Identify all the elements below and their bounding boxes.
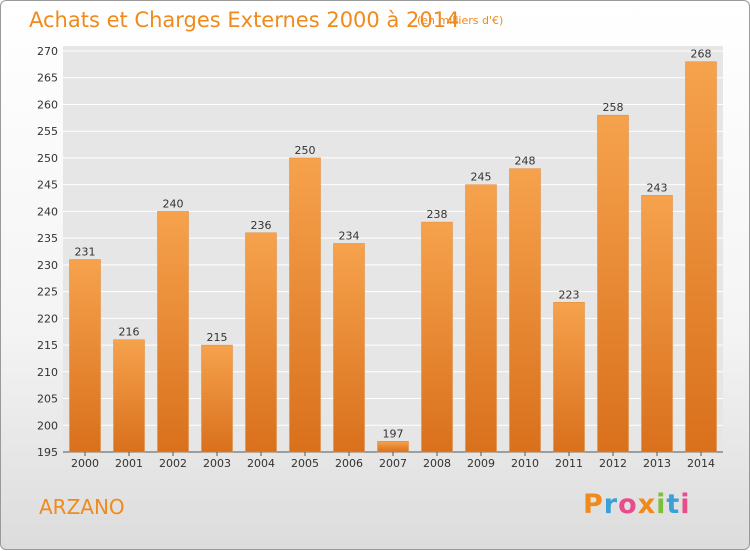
bar xyxy=(465,184,497,453)
x-tick-label: 2011 xyxy=(555,457,583,470)
y-tick-label: 245 xyxy=(37,179,58,192)
data-label: 250 xyxy=(295,144,316,157)
y-tick-label: 240 xyxy=(37,205,58,218)
bar xyxy=(113,339,145,453)
data-label: 236 xyxy=(251,219,272,232)
y-tick-label: 210 xyxy=(37,366,58,379)
y-tick-label: 230 xyxy=(37,259,58,272)
bar xyxy=(157,211,189,453)
x-tick-label: 2008 xyxy=(423,457,451,470)
commune-name: ARZANO xyxy=(39,495,125,519)
y-tick-label: 195 xyxy=(37,446,58,459)
y-tick-label: 255 xyxy=(37,125,58,138)
bar xyxy=(69,259,101,453)
data-label: 223 xyxy=(559,288,580,301)
y-tick-label: 220 xyxy=(37,312,58,325)
x-tick-label: 2005 xyxy=(291,457,319,470)
x-tick-label: 2014 xyxy=(687,457,715,470)
x-tick-label: 2003 xyxy=(203,457,231,470)
data-label: 243 xyxy=(647,181,668,194)
bar xyxy=(289,157,321,453)
bar xyxy=(377,441,409,453)
data-label: 234 xyxy=(339,229,360,242)
x-tick-label: 2006 xyxy=(335,457,363,470)
y-tick-label: 200 xyxy=(37,419,58,432)
y-tick-label: 250 xyxy=(37,152,58,165)
data-label: 238 xyxy=(427,208,448,221)
data-label: 258 xyxy=(603,101,624,114)
bar xyxy=(509,168,541,453)
x-tick-label: 2009 xyxy=(467,457,495,470)
y-tick-label: 215 xyxy=(37,339,58,352)
data-label: 240 xyxy=(163,197,184,210)
chart-title: Achats et Charges Externes 2000 à 2014 xyxy=(29,8,460,32)
y-tick-label: 205 xyxy=(37,393,58,406)
x-tick-label: 2000 xyxy=(71,457,99,470)
x-tick-label: 2004 xyxy=(247,457,275,470)
y-tick-label: 235 xyxy=(37,232,58,245)
data-label: 245 xyxy=(471,171,492,184)
y-tick-label: 225 xyxy=(37,286,58,299)
bar xyxy=(641,195,673,453)
data-label: 231 xyxy=(75,246,96,259)
data-label: 216 xyxy=(119,326,140,339)
x-tick-label: 2001 xyxy=(115,457,143,470)
bar xyxy=(421,221,453,453)
y-tick-label: 260 xyxy=(37,98,58,111)
x-tick-label: 2007 xyxy=(379,457,407,470)
data-label: 268 xyxy=(691,48,712,61)
bar xyxy=(245,232,277,453)
proxiti-logo: Proxiti xyxy=(583,489,691,520)
bar xyxy=(201,344,233,453)
data-label: 248 xyxy=(515,155,536,168)
data-label: 197 xyxy=(383,427,404,440)
x-tick-label: 2002 xyxy=(159,457,187,470)
bar xyxy=(333,243,365,453)
x-tick-label: 2013 xyxy=(643,457,671,470)
bar xyxy=(685,61,717,453)
bar xyxy=(553,302,585,453)
x-tick-label: 2012 xyxy=(599,457,627,470)
y-tick-label: 265 xyxy=(37,72,58,85)
x-tick-label: 2010 xyxy=(511,457,539,470)
data-label: 215 xyxy=(207,331,228,344)
bar xyxy=(597,114,629,453)
chart-subtitle: (en milliers d'€) xyxy=(417,14,504,27)
y-tick-label: 270 xyxy=(37,45,58,58)
